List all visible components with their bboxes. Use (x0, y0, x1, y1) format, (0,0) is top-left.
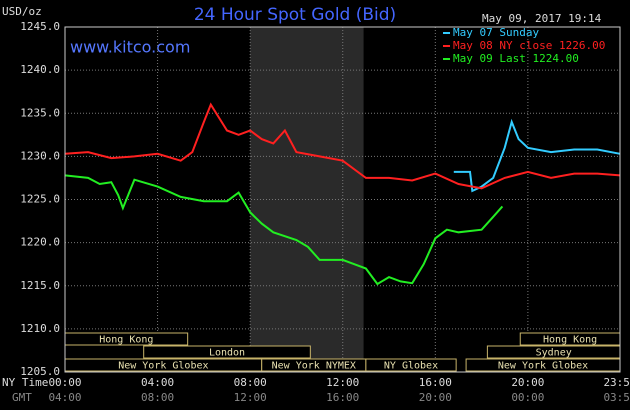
y-tick-label: 1230.0 (20, 149, 60, 162)
legend-label: May 08 NY close 1226.00 (453, 39, 605, 52)
x2-tick-label: 03:59 (603, 391, 630, 404)
x-tick-label: 20:00 (511, 376, 544, 389)
x2-tick-label: 12:00 (234, 391, 267, 404)
legend-label: May 09 Last 1224.00 (453, 52, 579, 65)
x-tick-label: 16:00 (419, 376, 452, 389)
x-row-label: NY Time (2, 376, 48, 389)
y-axis-label: USD/oz (2, 5, 42, 18)
session-label: NY Globex (384, 361, 438, 372)
y-tick-label: 1210.0 (20, 322, 60, 335)
session-label: Hong Kong (543, 335, 597, 346)
legend-label: May 07 Sunday (453, 26, 539, 39)
shaded-region (250, 27, 364, 372)
price-line (453, 118, 621, 193)
y-tick-label: 1235.0 (20, 106, 60, 119)
y-tick-label: 1215.0 (20, 279, 60, 292)
chart-title: 24 Hour Spot Gold (Bid) (194, 5, 396, 25)
x2-tick-label: 20:00 (419, 391, 452, 404)
x2-tick-label: 16:00 (326, 391, 359, 404)
x-tick-label: 12:00 (326, 376, 359, 389)
session-label: London (209, 348, 245, 359)
plot-border (64, 26, 621, 373)
x2-tick-label: 04:00 (48, 391, 81, 404)
price-line (64, 102, 621, 190)
y-tick-label: 1205.0 (20, 365, 60, 378)
y-tick-label: 1240.0 (20, 63, 60, 76)
timestamp: May 09, 2017 19:14 (482, 12, 602, 25)
y-tick-label: 1220.0 (20, 236, 60, 249)
x-tick-label: 04:00 (141, 376, 174, 389)
x2-row-label: GMT (12, 391, 32, 404)
watermark: www.kitco.com (70, 38, 190, 57)
session-box (365, 358, 457, 372)
session-label: Hong Kong (99, 335, 153, 346)
x-tick-label: 23:59 (603, 376, 630, 389)
session-label: New York Globex (118, 361, 208, 372)
session-label: New York NYMEX (272, 361, 356, 372)
x2-tick-label: 00:00 (511, 391, 544, 404)
x-tick-label: 08:00 (234, 376, 267, 389)
x2-tick-label: 08:00 (141, 391, 174, 404)
session-box (143, 345, 311, 359)
session-label: New York Globex (498, 361, 588, 372)
price-line (64, 174, 504, 286)
y-tick-label: 1245.0 (20, 20, 60, 33)
x-tick-label: 00:00 (48, 376, 81, 389)
session-label: Sydney (536, 348, 572, 359)
y-tick-label: 1225.0 (20, 193, 60, 206)
